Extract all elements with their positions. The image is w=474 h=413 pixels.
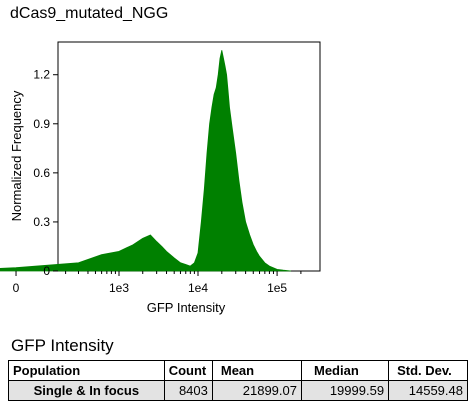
column-header-median: Median bbox=[300, 360, 390, 381]
x-tick-label: 1e4 bbox=[188, 281, 208, 295]
x-tick-label: 1e5 bbox=[267, 281, 287, 295]
y-tick-label: 0 bbox=[43, 264, 50, 278]
chart-title: dCas9_mutated_NGG bbox=[10, 5, 168, 22]
y-axis-label: Normalized Frequency bbox=[9, 90, 24, 221]
y-axis: 0 0.3 0.6 0.9 1.2 bbox=[33, 68, 58, 278]
column-header-count: Count bbox=[163, 360, 213, 381]
mean-cell: 21899.07 bbox=[211, 380, 302, 401]
median-cell: 19999.59 bbox=[300, 380, 390, 401]
stats-table: Population Count Mean Median Std. Dev. S… bbox=[8, 360, 468, 401]
table-row: Single & In focus 8403 21899.07 19999.59… bbox=[8, 380, 468, 401]
x-axis: 0 1e3 1e4 1e5 bbox=[13, 271, 302, 295]
column-header-population: Population bbox=[8, 360, 165, 381]
column-header-std-dev: Std. Dev. bbox=[388, 360, 468, 381]
x-axis-label: GFP Intensity bbox=[147, 300, 226, 315]
population-cell: Single & In focus bbox=[8, 380, 165, 401]
count-cell: 8403 bbox=[163, 380, 213, 401]
stats-heading: GFP Intensity bbox=[11, 336, 114, 355]
stats-header-row: Population Count Mean Median Std. Dev. bbox=[8, 360, 468, 381]
y-tick-label: 1.2 bbox=[33, 68, 50, 82]
x-tick-label: 0 bbox=[13, 281, 20, 295]
y-tick-label: 0.3 bbox=[33, 215, 50, 229]
x-tick-label: 1e3 bbox=[109, 281, 129, 295]
y-tick-label: 0.6 bbox=[33, 166, 50, 180]
histogram-area bbox=[0, 50, 292, 272]
std-dev-cell: 14559.48 bbox=[388, 380, 468, 401]
plot-area bbox=[0, 50, 292, 272]
column-header-mean: Mean bbox=[211, 360, 302, 381]
plot-frame bbox=[57, 41, 321, 272]
y-tick-label: 0.9 bbox=[33, 117, 50, 131]
histogram-chart: dCas9_mutated_NGG 0 0.3 0.6 0.9 1.2 0 1e3 1e4 1… bbox=[0, 5, 321, 315]
